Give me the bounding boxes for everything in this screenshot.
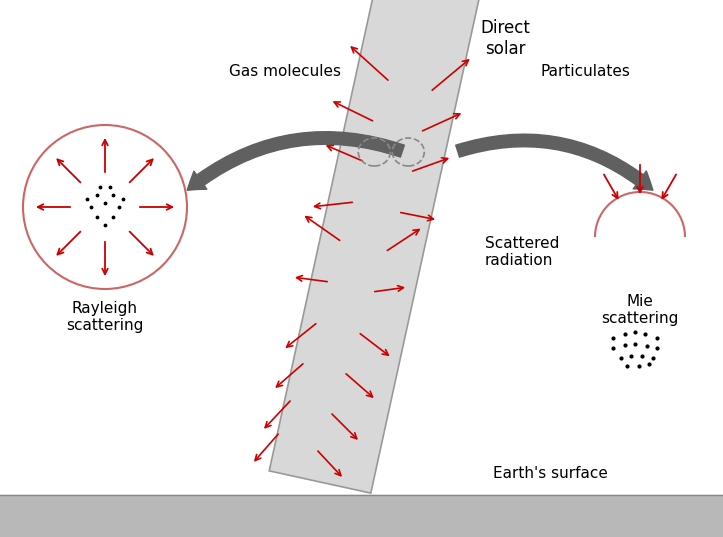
Circle shape [23, 125, 187, 289]
FancyArrowPatch shape [455, 134, 653, 190]
Text: Earth's surface: Earth's surface [492, 466, 607, 481]
Bar [0, 495, 723, 537]
Text: Direct
solar: Direct solar [480, 19, 530, 58]
Polygon shape [269, 0, 521, 493]
Text: Rayleigh
scattering: Rayleigh scattering [67, 301, 144, 333]
Text: Gas molecules: Gas molecules [229, 64, 341, 79]
Text: Mie
scattering: Mie scattering [602, 294, 679, 326]
Text: Particulates: Particulates [540, 64, 630, 79]
Text: Scattered
radiation: Scattered radiation [485, 236, 560, 268]
FancyArrowPatch shape [187, 132, 404, 190]
